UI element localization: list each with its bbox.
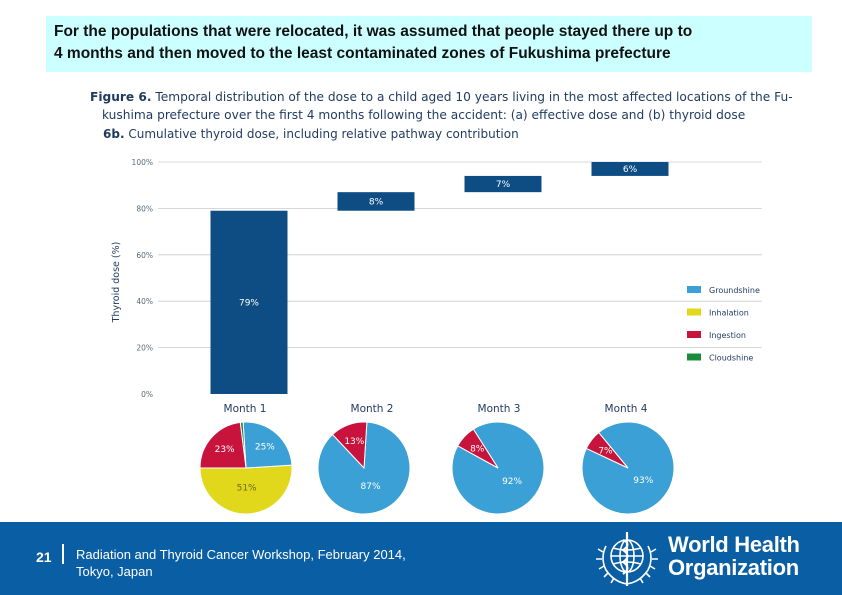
thyroid-dose-chart: 0% 20% 40% 60% 80% 100% Thyroid dose (%) 79% Mon… — [111, 158, 762, 515]
pie-slice-label: 8% — [470, 444, 485, 454]
who-emblem-icon — [596, 532, 658, 586]
legend-swatch-groundshine — [687, 286, 701, 293]
pie-slice-label: 7% — [598, 447, 613, 457]
y-axis-label: Thyroid dose (%) — [111, 242, 122, 324]
x-category-label: Month 4 — [605, 403, 648, 415]
pie-slice-label: 87% — [361, 482, 381, 492]
pie-slice-ingestion — [457, 428, 499, 469]
y-tick-label: 60% — [136, 251, 153, 260]
pie-slice-ingestion — [331, 421, 368, 470]
pie-slice-groundshine — [242, 421, 293, 469]
bar-value-label: 79% — [239, 298, 259, 308]
slide-headline: For the populations that were relocated,… — [46, 16, 812, 72]
legend-swatch-ingestion — [687, 331, 701, 338]
y-tick-label: 100% — [132, 158, 153, 167]
legend-label: Cloudshine — [709, 354, 753, 363]
footer-event-text: Radiation and Thyroid Cancer Workshop, F… — [76, 546, 456, 580]
legend-label: Groundshine — [709, 286, 760, 295]
bar-value-label: 6% — [623, 165, 638, 175]
y-tick-label: 40% — [136, 297, 153, 306]
pie-slice-label: 51% — [237, 483, 257, 493]
pie-slice-label: 13% — [344, 437, 364, 447]
headline-line-2: 4 months and then moved to the least con… — [54, 45, 671, 62]
bar-month-3 — [464, 175, 542, 193]
figure-label: Figure 6. — [90, 90, 152, 104]
headline-line-1: For the populations that were relocated,… — [54, 23, 693, 40]
figure-caption: Figure 6. Temporal distribution of the d… — [90, 88, 793, 124]
bar-value-label: 7% — [496, 180, 511, 190]
footer-text-line-2: Tokyo, Japan — [76, 564, 153, 579]
figure-caption-line-1: Temporal distribution of the dose to a c… — [155, 90, 793, 104]
bar-value-label: 8% — [369, 197, 384, 207]
pie-slice-inhalation — [199, 464, 293, 515]
subfigure-caption: 6b. Cumulative thyroid dose, including r… — [103, 127, 519, 141]
pie-slice-ingestion — [585, 431, 629, 469]
who-name: World Health Organization — [668, 533, 800, 579]
footer-divider — [62, 544, 64, 564]
pie-slice-ingestion — [199, 421, 247, 469]
figure-caption-line-2: kushima prefecture over the first 4 mont… — [102, 108, 746, 122]
bar-month-4 — [591, 162, 669, 176]
pie-slice-label: 92% — [502, 477, 522, 487]
who-name-line-1: World Health — [668, 532, 800, 557]
x-category-label: Month 2 — [351, 403, 394, 415]
legend-label: Ingestion — [709, 331, 746, 340]
bar-month-2 — [337, 192, 415, 211]
legend-swatch-cloudshine — [687, 353, 701, 361]
y-tick-label: 80% — [136, 204, 153, 213]
y-tick-label: 20% — [136, 344, 153, 353]
subfigure-label: 6b. — [103, 127, 125, 141]
pie-slice-label: 93% — [633, 476, 653, 486]
x-category-label: Month 1 — [224, 403, 267, 415]
who-name-line-2: Organization — [668, 555, 799, 580]
bar-month-1 — [210, 210, 288, 394]
pie-slice-label: 25% — [255, 443, 275, 453]
page-number: 21 — [36, 549, 52, 565]
footer-text-line-1: Radiation and Thyroid Cancer Workshop, F… — [76, 547, 406, 562]
x-category-label: Month 3 — [478, 403, 521, 415]
y-tick-label: 0% — [141, 390, 153, 399]
footer-bar: 21 Radiation and Thyroid Cancer Workshop… — [0, 522, 842, 595]
legend-swatch-inhalation — [687, 308, 701, 316]
pie-slice-label: 23% — [215, 445, 235, 455]
legend-label: Inhalation — [709, 309, 749, 318]
subfigure-caption-text: Cumulative thyroid dose, including relat… — [128, 127, 519, 141]
